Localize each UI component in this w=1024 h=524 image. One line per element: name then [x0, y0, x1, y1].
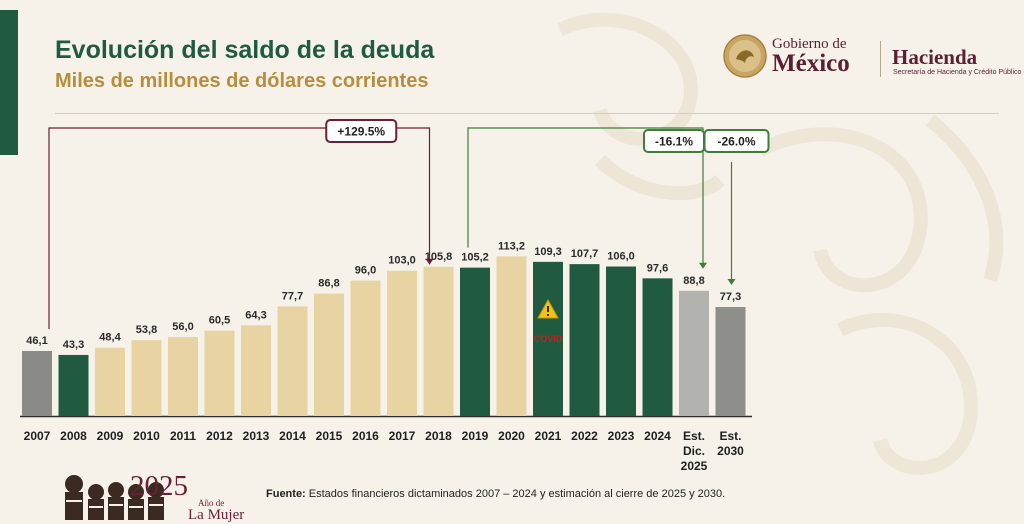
x-tick-label: 2018	[425, 429, 452, 443]
bar-est-2030	[715, 306, 746, 416]
bar-value-label: 97,6	[647, 262, 668, 274]
x-tick-label: 2010	[133, 429, 160, 443]
bar-2018	[423, 266, 454, 416]
covid-label: COVID	[534, 334, 563, 344]
hacienda-label: Hacienda	[892, 45, 978, 69]
x-tick-label: 2021	[535, 429, 562, 443]
bar-value-label: 48,4	[99, 332, 121, 344]
bar-2010	[131, 340, 162, 416]
bar-2017	[387, 270, 417, 416]
bar-value-label: 60,5	[209, 315, 230, 327]
x-tick-label: 2014	[279, 429, 306, 443]
x-tick-label: 2019	[462, 429, 489, 443]
header-divider	[55, 113, 999, 114]
bar-value-label: 46,1	[26, 335, 47, 347]
x-tick-label: 2008	[60, 429, 87, 443]
bar-value-label: 86,8	[318, 278, 339, 290]
bar-value-label: 77,3	[720, 291, 741, 303]
bar-2016	[350, 280, 381, 416]
x-tick-label: 2017	[389, 429, 416, 443]
x-tick-label: 2016	[352, 429, 379, 443]
x-tick-label: 2015	[316, 429, 343, 443]
annotation-arrowhead	[699, 262, 707, 269]
source-note: Fuente: Estados financieros dictaminados…	[266, 488, 725, 500]
left-accent-bar	[0, 10, 18, 155]
bar-value-label: 107,7	[571, 248, 599, 260]
x-tick-label: Est. Dic. 2025	[681, 429, 708, 473]
bar-value-label: 105,2	[461, 252, 489, 264]
bar-2012	[204, 330, 235, 416]
bar-2014	[277, 306, 308, 416]
logo-divider	[880, 41, 881, 77]
bar-2008	[58, 354, 89, 416]
covid-warning-mark	[547, 306, 549, 312]
x-tick-label: 2013	[243, 429, 270, 443]
bar-value-label: 106,0	[607, 251, 635, 263]
source-text: Estados financieros dictaminados 2007 – …	[305, 488, 726, 500]
bar-2022	[569, 264, 600, 416]
x-tick-label: 2012	[206, 429, 233, 443]
bar-2015	[314, 293, 344, 416]
annotation-arrowhead	[425, 258, 434, 265]
page-subtitle: Miles de millones de dólares corrientes	[55, 70, 429, 92]
national-seal-icon	[723, 34, 767, 78]
bar-value-label: 43,3	[63, 339, 84, 351]
hacienda-subtitle: Secretaría de Hacienda y Crédito Público	[893, 69, 1022, 76]
annotation-label: -16.1%	[655, 135, 693, 149]
x-tick-label: 2023	[608, 429, 635, 443]
bar-value-label: 56,0	[172, 321, 193, 333]
bar-value-label: 64,3	[245, 309, 266, 321]
bar-2007	[22, 350, 52, 416]
annotation-label: -26.0%	[717, 135, 755, 149]
annotation-arrowhead	[727, 278, 736, 285]
bar-est-dic-2025	[679, 290, 709, 416]
annotation-bracket-2025	[467, 127, 704, 265]
bar-2021	[533, 261, 563, 416]
gobierno-label: Gobierno de	[772, 36, 847, 52]
annotation-label: +129.5%	[337, 125, 385, 139]
x-tick-label: 2009	[97, 429, 124, 443]
x-tick-label: 2020	[498, 429, 525, 443]
page-title: Evolución del saldo de la deuda	[55, 36, 435, 64]
women-illustration	[65, 475, 164, 520]
bar-value-label: 103,0	[388, 255, 416, 267]
source-label: Fuente:	[266, 488, 306, 500]
covid-warning-dot	[547, 314, 549, 316]
x-tick-label: 2022	[571, 429, 598, 443]
bar-2024	[642, 278, 673, 416]
bar-value-label: 96,0	[355, 265, 376, 277]
bar-2011	[168, 337, 198, 416]
bar-2009	[95, 347, 125, 416]
gobierno-hacienda-logo: Gobierno de México Hacienda Secretaría d…	[722, 33, 1022, 83]
bar-value-label: 53,8	[136, 324, 157, 336]
bar-value-label: 77,7	[282, 290, 303, 302]
x-tick-label: Est. 2030	[717, 429, 744, 458]
year-badge-number: 2025	[130, 470, 188, 502]
x-tick-label: 2007	[24, 429, 51, 443]
x-tick-label: 2011	[170, 429, 196, 443]
bar-value-label: 113,2	[498, 240, 525, 252]
x-tick-label: 2024	[644, 429, 671, 443]
mexico-label: México	[772, 50, 850, 77]
bar-2020	[496, 256, 527, 416]
bar-value-label: 109,3	[534, 246, 562, 258]
annotation-box	[703, 129, 770, 153]
year-badge-title: La Mujer	[188, 507, 245, 523]
bar-2013	[241, 325, 271, 416]
bar-2023	[606, 266, 636, 416]
bar-value-label: 88,8	[683, 275, 704, 287]
annotation-box	[325, 119, 398, 143]
bar-2019	[460, 267, 490, 416]
year-badge-text: Año de	[198, 498, 225, 508]
annotation-bracket-growth	[48, 127, 431, 329]
